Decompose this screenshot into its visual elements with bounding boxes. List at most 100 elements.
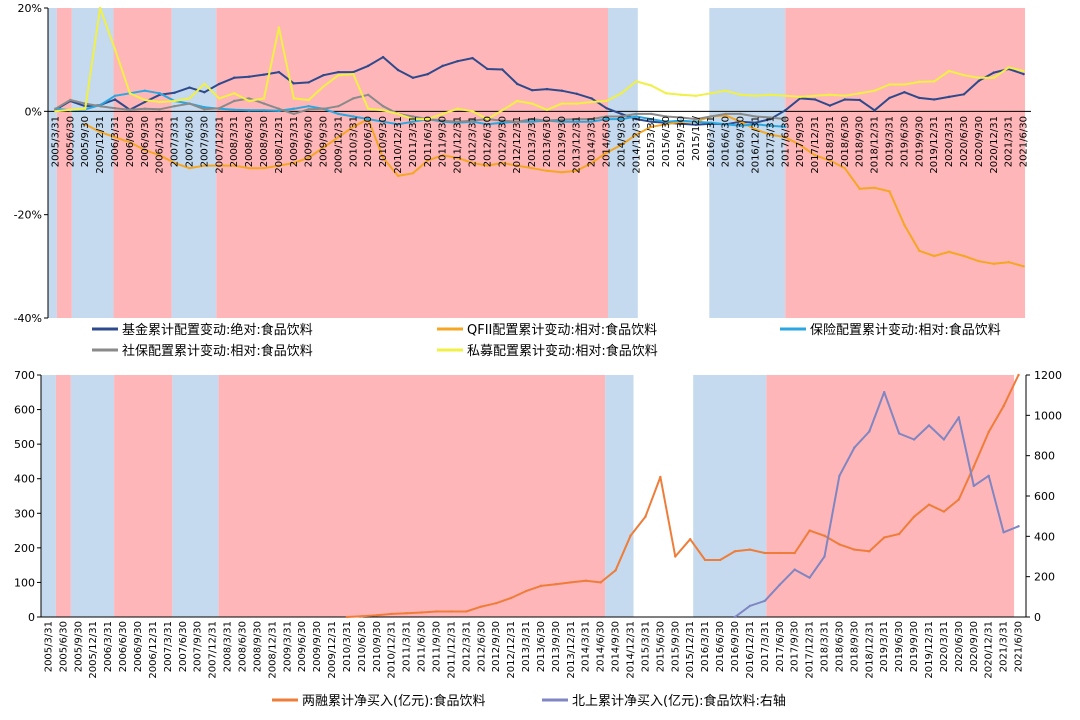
legend-label-insurance: 保险配置累计变动:相对:食品饮料 bbox=[810, 322, 1001, 338]
data-point bbox=[143, 148, 147, 152]
data-point bbox=[620, 143, 623, 147]
data-point bbox=[203, 91, 206, 94]
data-point bbox=[873, 186, 876, 189]
data-point bbox=[748, 604, 752, 608]
top-panel: 20% 0% -20% -40% 2005/3/31 2005/6/30 2005/9/3… bbox=[14, 2, 1031, 325]
data-point bbox=[307, 156, 310, 160]
shaded-band-red bbox=[216, 8, 609, 318]
shaded-band-blue bbox=[172, 375, 219, 617]
data-point bbox=[987, 430, 990, 434]
data-point bbox=[620, 112, 623, 116]
x-tick-label: 2019/9/30 bbox=[909, 621, 920, 672]
data-point bbox=[486, 67, 489, 71]
x-tick-label: 2005/6/30 bbox=[58, 621, 69, 672]
x-tick-label: 2017/12/31 bbox=[805, 621, 816, 679]
x-tick-label: 2018/9/30 bbox=[849, 621, 860, 672]
y2-tick-label: 200 bbox=[1034, 571, 1055, 584]
data-point bbox=[352, 70, 355, 74]
data-point bbox=[912, 515, 916, 518]
data-point bbox=[868, 430, 871, 433]
data-point bbox=[441, 64, 444, 68]
legend-label-social-security: 社保配置累计变动:相对:食品饮料 bbox=[122, 343, 313, 359]
data-point bbox=[530, 102, 534, 105]
data-point bbox=[450, 610, 453, 613]
data-point bbox=[405, 611, 408, 615]
data-point bbox=[486, 164, 489, 167]
data-point bbox=[277, 107, 281, 110]
series-line-qfii bbox=[84, 114, 1024, 268]
data-point bbox=[947, 95, 951, 99]
x-tick-label: 2020/6/30 bbox=[954, 621, 965, 672]
data-point bbox=[972, 465, 975, 468]
x-tick-label: 2011/12/31 bbox=[453, 116, 464, 174]
data-point bbox=[605, 151, 608, 154]
x-tick-label: 2017/6/30 bbox=[780, 116, 791, 167]
shaded-band-red bbox=[56, 8, 72, 318]
data-point bbox=[888, 96, 891, 100]
data-point bbox=[932, 80, 936, 83]
data-point bbox=[247, 97, 251, 100]
x-tick-label: 2006/6/30 bbox=[118, 621, 129, 672]
data-point bbox=[962, 254, 966, 258]
data-point bbox=[262, 166, 266, 170]
data-point bbox=[575, 120, 578, 123]
data-point bbox=[545, 169, 549, 172]
x-tick-label: 2005/9/30 bbox=[80, 116, 91, 167]
x-tick-label: 2013/9/30 bbox=[557, 116, 568, 167]
x-tick-label: 2008/9/30 bbox=[259, 116, 270, 167]
x-tick-label: 2014/9/30 bbox=[616, 116, 627, 167]
x-tick-label: 2013/12/31 bbox=[566, 621, 577, 679]
x-tick-label: 2015/3/31 bbox=[640, 621, 651, 672]
data-point bbox=[232, 92, 236, 95]
data-point bbox=[918, 96, 921, 100]
x-tick-label: 2006/9/30 bbox=[133, 621, 144, 672]
x-tick-label: 2019/6/30 bbox=[899, 116, 910, 167]
data-point bbox=[784, 125, 787, 129]
y-tick-label: 0 bbox=[28, 611, 35, 624]
data-point bbox=[709, 121, 712, 124]
x-tick-label: 2017/9/30 bbox=[790, 621, 801, 672]
data-point bbox=[352, 72, 355, 76]
data-point bbox=[793, 568, 796, 571]
legend-item-northbound: 北上累计净买入(亿元):食品饮料:右轴 bbox=[542, 693, 786, 709]
x-tick-label: 2020/3/31 bbox=[939, 621, 950, 672]
x-tick-label: 2019/12/31 bbox=[929, 116, 940, 174]
data-point bbox=[605, 117, 608, 121]
legend-label-northbound: 北上累计净买入(亿元):食品饮料:右轴 bbox=[572, 693, 786, 709]
x-tick-label: 2011/12/31 bbox=[446, 621, 457, 679]
data-point bbox=[778, 551, 781, 555]
x-tick-label: 2012/3/31 bbox=[461, 621, 472, 672]
x-tick-label: 2006/3/31 bbox=[110, 116, 121, 167]
x-tick-label: 2009/9/30 bbox=[312, 621, 323, 672]
data-point bbox=[232, 99, 236, 103]
data-point bbox=[853, 548, 856, 551]
data-point bbox=[977, 259, 981, 263]
data-point bbox=[113, 48, 117, 51]
legend-label-margin: 两融累计净买入(亿元):食品饮料 bbox=[302, 693, 486, 709]
x-tick-label: 2015/6/30 bbox=[661, 116, 672, 167]
x-tick-label: 2010/12/31 bbox=[387, 621, 398, 679]
data-point bbox=[530, 88, 534, 92]
data-point bbox=[515, 99, 519, 103]
x-tick-label: 2019/3/31 bbox=[879, 621, 890, 672]
shaded-band-blue bbox=[709, 8, 786, 318]
data-point bbox=[650, 120, 653, 123]
data-point bbox=[188, 86, 191, 89]
data-point bbox=[808, 576, 811, 579]
data-point bbox=[352, 115, 355, 118]
series-line-northbound bbox=[734, 391, 1019, 618]
x-tick-label: 2011/9/30 bbox=[431, 621, 442, 672]
data-point bbox=[1022, 69, 1025, 73]
x-tick-label: 2017/12/31 bbox=[810, 116, 821, 174]
x-tick-label: 2021/3/31 bbox=[1004, 116, 1015, 167]
data-point bbox=[873, 109, 876, 112]
legend-label-qfii: QFII配置累计变动:相对:食品饮料 bbox=[467, 322, 657, 338]
data-point bbox=[307, 81, 310, 84]
data-point bbox=[486, 123, 489, 126]
x-tick-label: 2014/6/30 bbox=[596, 621, 607, 672]
top-y-ticks: 20% 0% -20% -40% bbox=[14, 2, 42, 325]
x-tick-label: 2010/6/30 bbox=[363, 116, 374, 167]
x-tick-label: 2013/12/31 bbox=[572, 116, 583, 174]
data-point bbox=[307, 104, 310, 108]
y-tick-label: 500 bbox=[14, 438, 35, 451]
